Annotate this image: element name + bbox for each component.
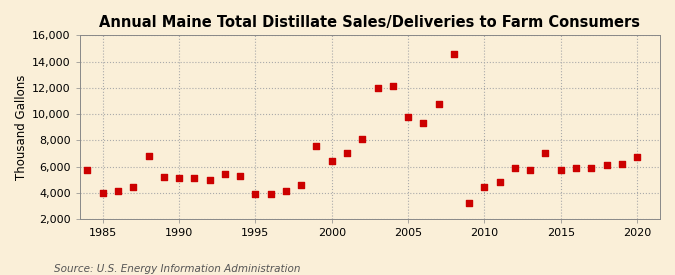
Point <box>205 177 215 182</box>
Point <box>97 191 108 195</box>
Point <box>326 159 337 163</box>
Point <box>510 166 520 170</box>
Point <box>357 137 368 141</box>
Point <box>616 162 627 166</box>
Y-axis label: Thousand Gallons: Thousand Gallons <box>15 75 28 180</box>
Point <box>281 189 292 194</box>
Title: Annual Maine Total Distillate Sales/Deliveries to Farm Consumers: Annual Maine Total Distillate Sales/Deli… <box>99 15 641 30</box>
Point <box>143 154 154 158</box>
Point <box>570 166 581 170</box>
Point <box>173 176 184 180</box>
Point <box>632 155 643 160</box>
Point <box>403 114 414 119</box>
Point <box>387 84 398 89</box>
Point <box>494 180 505 185</box>
Point <box>464 201 475 205</box>
Point <box>448 51 459 56</box>
Point <box>265 192 276 196</box>
Point <box>296 183 306 187</box>
Point <box>219 172 230 177</box>
Point <box>586 166 597 170</box>
Point <box>540 151 551 156</box>
Point <box>601 163 612 167</box>
Point <box>82 168 93 173</box>
Point <box>525 168 536 173</box>
Point <box>418 121 429 125</box>
Text: Source: U.S. Energy Information Administration: Source: U.S. Energy Information Administ… <box>54 264 300 274</box>
Point <box>235 174 246 178</box>
Point <box>372 86 383 90</box>
Point <box>113 189 124 194</box>
Point <box>189 176 200 180</box>
Point <box>342 151 352 156</box>
Point <box>479 185 490 190</box>
Point <box>311 143 322 148</box>
Point <box>128 185 138 190</box>
Point <box>556 168 566 173</box>
Point <box>159 175 169 179</box>
Point <box>250 192 261 196</box>
Point <box>433 101 444 106</box>
